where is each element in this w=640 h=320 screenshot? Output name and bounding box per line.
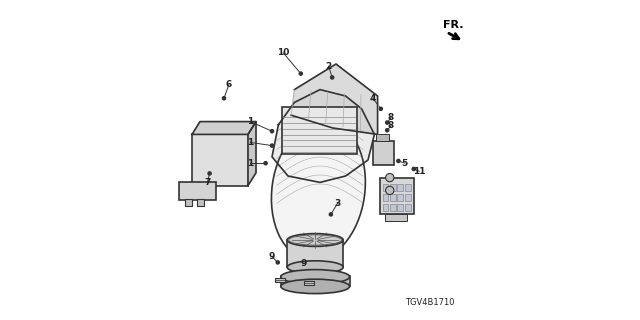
Text: 2: 2 bbox=[326, 62, 332, 71]
FancyBboxPatch shape bbox=[390, 194, 396, 201]
FancyBboxPatch shape bbox=[275, 278, 285, 282]
FancyBboxPatch shape bbox=[380, 178, 414, 214]
Circle shape bbox=[412, 167, 415, 171]
Text: 9: 9 bbox=[301, 259, 307, 268]
Ellipse shape bbox=[287, 261, 343, 274]
Text: 1: 1 bbox=[247, 138, 253, 147]
Circle shape bbox=[385, 173, 394, 182]
FancyBboxPatch shape bbox=[281, 276, 349, 286]
Polygon shape bbox=[291, 64, 378, 134]
Polygon shape bbox=[192, 122, 256, 134]
Circle shape bbox=[270, 144, 274, 147]
Circle shape bbox=[379, 107, 383, 110]
Circle shape bbox=[397, 159, 400, 163]
FancyBboxPatch shape bbox=[397, 204, 403, 211]
Text: TGV4B1710: TGV4B1710 bbox=[405, 298, 454, 307]
Ellipse shape bbox=[281, 279, 349, 294]
Text: 6: 6 bbox=[226, 80, 232, 89]
Text: 1: 1 bbox=[247, 117, 253, 126]
Polygon shape bbox=[272, 90, 374, 182]
FancyBboxPatch shape bbox=[287, 240, 343, 267]
Ellipse shape bbox=[271, 120, 365, 260]
Text: 5: 5 bbox=[402, 159, 408, 168]
Text: 7: 7 bbox=[204, 178, 211, 187]
FancyBboxPatch shape bbox=[385, 214, 407, 221]
Circle shape bbox=[264, 162, 268, 165]
FancyBboxPatch shape bbox=[390, 204, 396, 211]
FancyBboxPatch shape bbox=[397, 194, 403, 201]
FancyBboxPatch shape bbox=[404, 204, 411, 211]
FancyBboxPatch shape bbox=[397, 184, 403, 191]
Text: 3: 3 bbox=[335, 199, 340, 208]
Circle shape bbox=[300, 72, 303, 75]
Ellipse shape bbox=[281, 269, 349, 284]
Circle shape bbox=[208, 172, 211, 175]
Text: 11: 11 bbox=[413, 167, 426, 176]
Circle shape bbox=[331, 76, 334, 79]
FancyBboxPatch shape bbox=[404, 184, 411, 191]
Text: 8: 8 bbox=[388, 113, 394, 122]
Circle shape bbox=[276, 261, 280, 264]
Circle shape bbox=[307, 267, 310, 270]
FancyBboxPatch shape bbox=[372, 141, 394, 165]
FancyBboxPatch shape bbox=[404, 194, 411, 201]
Circle shape bbox=[270, 130, 274, 133]
Circle shape bbox=[385, 121, 389, 124]
FancyBboxPatch shape bbox=[304, 281, 314, 285]
Text: 4: 4 bbox=[370, 94, 376, 103]
FancyBboxPatch shape bbox=[383, 204, 388, 211]
FancyBboxPatch shape bbox=[383, 194, 388, 201]
FancyBboxPatch shape bbox=[197, 199, 204, 206]
Text: 9: 9 bbox=[269, 252, 275, 261]
FancyBboxPatch shape bbox=[192, 134, 248, 186]
Text: 8: 8 bbox=[388, 121, 394, 130]
Circle shape bbox=[385, 129, 389, 132]
FancyBboxPatch shape bbox=[282, 107, 357, 154]
Ellipse shape bbox=[287, 234, 343, 246]
FancyBboxPatch shape bbox=[179, 182, 216, 200]
Polygon shape bbox=[248, 122, 256, 186]
Circle shape bbox=[329, 213, 333, 216]
Text: 1: 1 bbox=[247, 159, 253, 168]
FancyBboxPatch shape bbox=[376, 134, 389, 141]
FancyBboxPatch shape bbox=[185, 199, 192, 206]
Text: FR.: FR. bbox=[443, 20, 464, 30]
Circle shape bbox=[223, 97, 226, 100]
FancyBboxPatch shape bbox=[390, 184, 396, 191]
Circle shape bbox=[385, 186, 394, 195]
FancyBboxPatch shape bbox=[383, 184, 388, 191]
Text: 10: 10 bbox=[277, 48, 289, 57]
